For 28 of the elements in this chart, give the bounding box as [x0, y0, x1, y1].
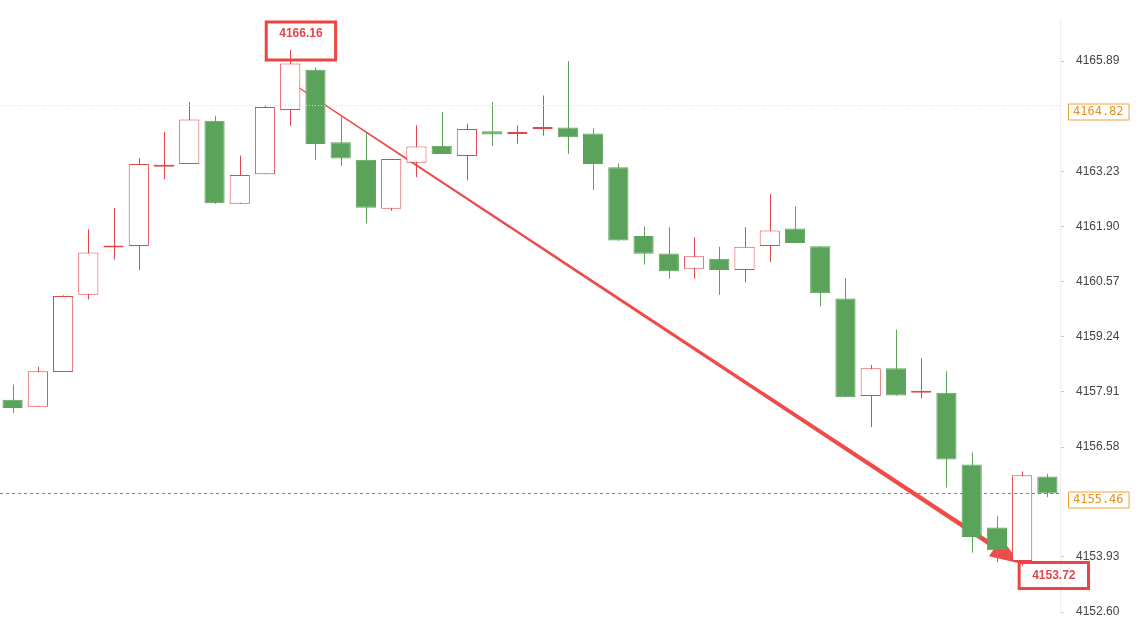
- annotation: 4166.16: [279, 26, 323, 41]
- candlestick: [557, 60, 578, 155]
- candlestick: [658, 226, 679, 280]
- candlestick: [633, 225, 654, 266]
- candlestick: [1037, 473, 1058, 498]
- candlestick: [986, 515, 1007, 563]
- ref-line-label: 4164.82: [1073, 103, 1124, 118]
- candlestick: [431, 111, 452, 155]
- candlestick: [759, 193, 780, 263]
- y-tick-label: 4159.24: [1076, 329, 1120, 344]
- candlestick: [683, 236, 705, 280]
- candlestick: [734, 226, 755, 283]
- ref-line-label: 4155.46: [1073, 491, 1124, 506]
- y-tick-label: 4163.23: [1076, 163, 1120, 178]
- candlestick: [2, 383, 23, 414]
- candlestick: [406, 124, 427, 178]
- y-tick-label: 4165.89: [1076, 53, 1120, 68]
- y-tick-label: 4152.60: [1076, 604, 1120, 619]
- y-tick-label: 4157.91: [1076, 384, 1120, 399]
- candlestick: [784, 206, 806, 244]
- y-tick-label: 4160.57: [1076, 273, 1120, 288]
- y-tick-label: 4161.90: [1076, 218, 1120, 233]
- annotation: 4153.72: [1032, 567, 1076, 582]
- candlestick: [330, 116, 351, 167]
- y-tick-label: 4156.58: [1076, 439, 1120, 454]
- candlestick: [532, 94, 553, 137]
- y-tick-label: 4153.93: [1076, 549, 1120, 564]
- candlestick: [709, 246, 730, 296]
